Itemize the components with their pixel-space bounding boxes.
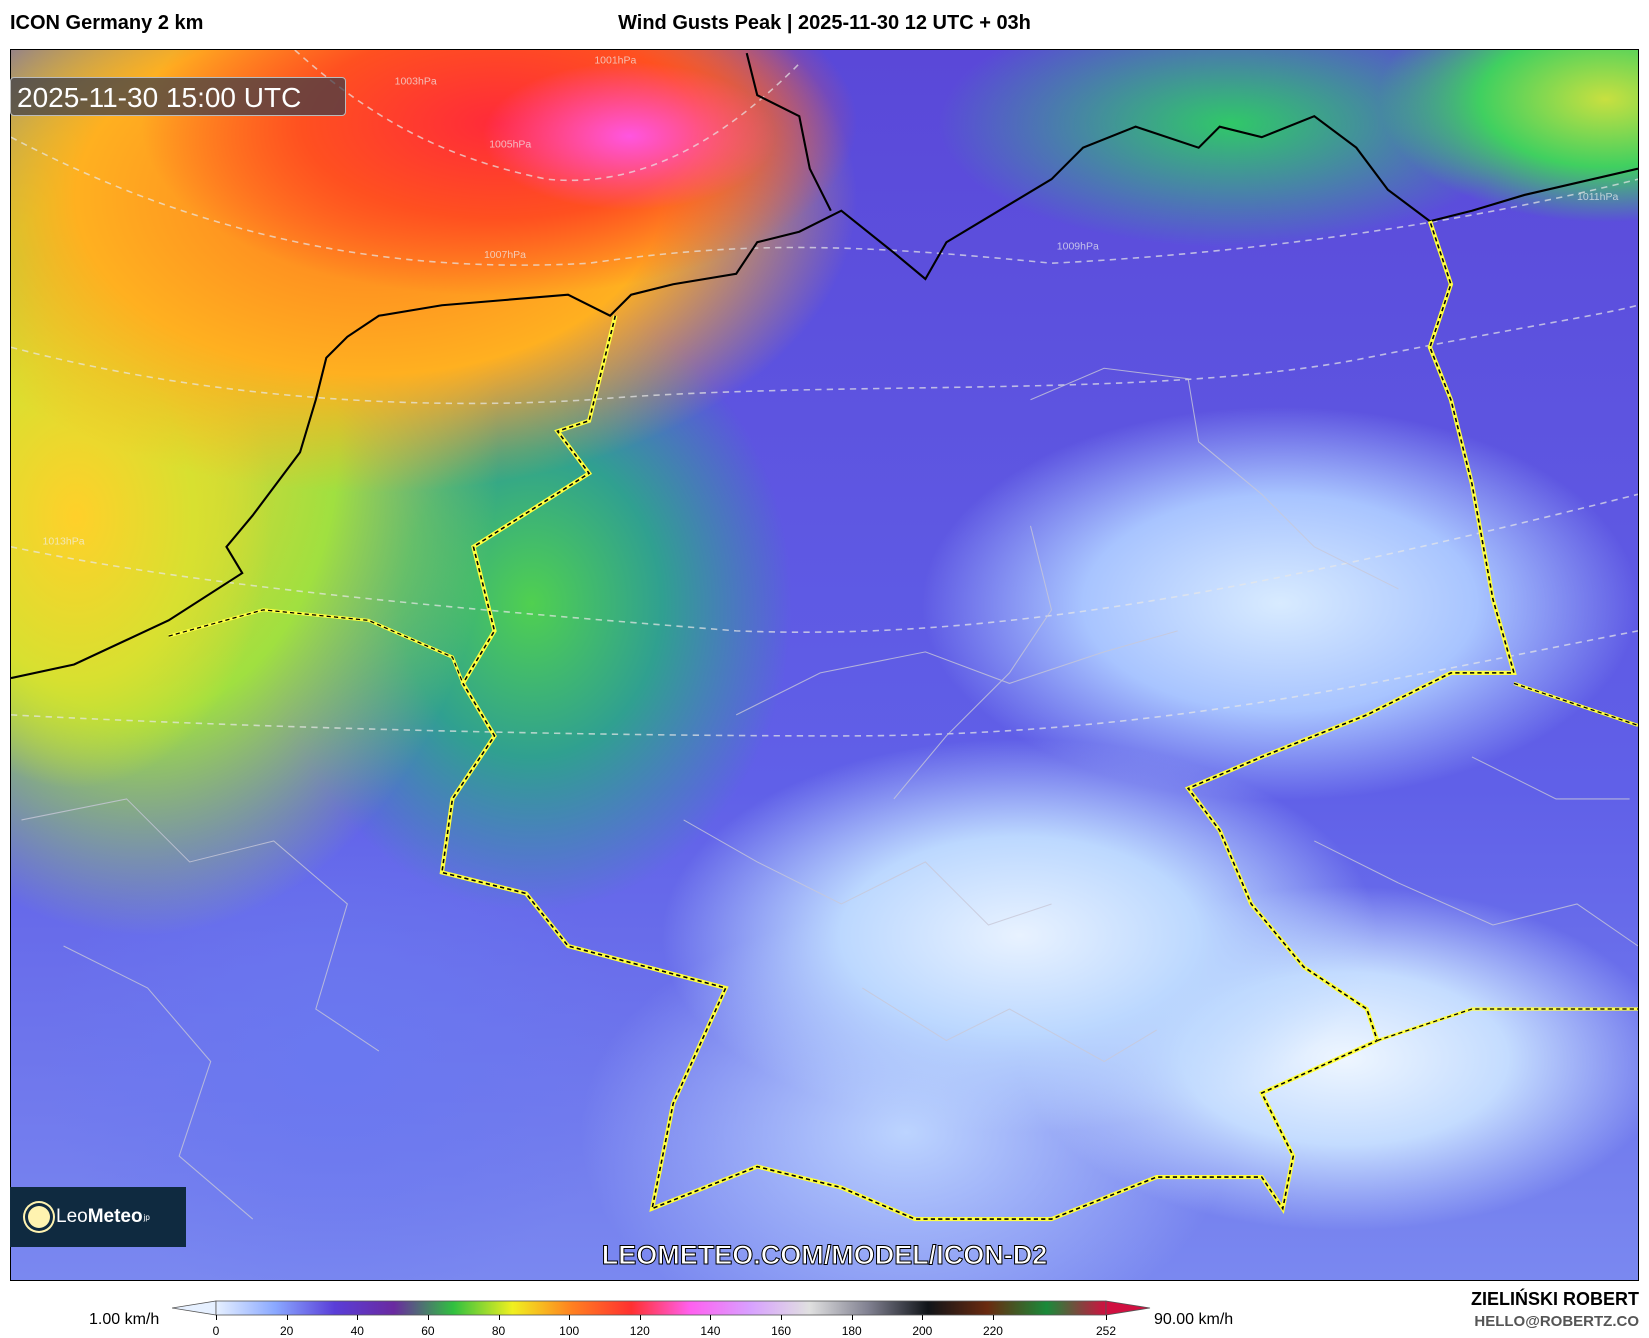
map-overlay: 1001hPa 1003hPa 1005hPa 1007hPa 1009hPa … [11,50,1638,1222]
colorbar-tick-mark [216,1315,217,1320]
author-email: HELLO@ROBERTZ.CO [1474,1313,1639,1330]
colorbar-tick-label: 60 [421,1324,435,1338]
isobar-label: 1001hPa [594,55,636,67]
colorbar-tick-mark [357,1315,359,1320]
colorbar-tick-label: 120 [629,1324,650,1338]
chart-title: Wind Gusts Peak | 2025-11-30 12 UTC + 03… [618,12,1031,34]
colorbar-tick-label: 180 [841,1324,862,1338]
coastline [11,114,1638,680]
model-title: ICON Germany 2 km [10,12,204,34]
isobar-label: 1007hPa [484,249,526,261]
colorbar-tick-mark [922,1315,924,1320]
colorbar-tick-label: 20 [279,1324,294,1338]
isobar-label: 1013hPa [43,536,85,548]
germany-border [168,220,1638,1222]
colorbar-body [215,1300,1107,1316]
colorbar-tick-label: 80 [491,1324,506,1338]
colorbar-tick-label: 0 [212,1324,220,1338]
colorbar-tick-label: 200 [912,1324,933,1338]
watermark-url: LEOMETEO.COM/MODEL/ICON-D2 [601,1240,1048,1271]
colorbar-tick-label: 252 [1095,1324,1117,1338]
author-name: ZIELIŃSKI ROBERT [1470,1289,1639,1309]
colorbar-max-extend [1105,1300,1151,1316]
coastline-denmark [745,52,832,212]
colorbar-tick-mark [286,1315,288,1320]
colorbar-tick-mark [498,1315,500,1320]
logo-suffix: jp [143,1212,150,1222]
colorbar-min-label: 1.00 km/h [89,1311,160,1328]
colorbar-tick-mark [1106,1315,1107,1320]
valid-time-label: 2025-11-30 15:00 UTC [10,77,346,116]
logo-text-leo: Leo [56,1206,88,1227]
isobars [11,50,1638,737]
colorbar-max-label: 90.00 km/h [1154,1311,1234,1328]
isobar-label: 1005hPa [489,139,531,151]
isobar-label: 1011hPa [1577,191,1618,203]
colorbar-tick-mark [569,1315,571,1320]
colorbar-min-extend [172,1300,217,1316]
wind-gust-map[interactable]: 1001hPa 1003hPa 1005hPa 1007hPa 1009hPa … [10,49,1639,1281]
colorbar-tick-mark [992,1315,994,1320]
colorbar-tick-mark [639,1315,641,1320]
isobar-label: 1009hPa [1057,241,1099,253]
colorbar-tick-mark [781,1315,783,1320]
leometeo-logo[interactable]: Leo Meteo jp [10,1187,186,1247]
colorbar-tick-mark [851,1315,853,1320]
colorbar-tick-label: 100 [559,1324,580,1338]
colorbar-tick-label: 140 [700,1324,721,1338]
colorbar-tick-label: 160 [771,1324,792,1338]
colorbar-tick-label: 220 [982,1324,1003,1338]
logo-text-meteo: Meteo [87,1206,143,1227]
colorbar-tick-mark [710,1315,712,1320]
isobar-labels: 1001hPa 1003hPa 1005hPa 1007hPa 1009hPa … [43,55,1619,548]
admin-borders [21,367,1638,1220]
colorbar [172,1300,1151,1316]
isobar-label: 1003hPa [395,76,437,88]
sun-icon [28,1206,50,1228]
colorbar-tick-mark [427,1315,429,1320]
colorbar-tick-label: 40 [350,1324,364,1338]
